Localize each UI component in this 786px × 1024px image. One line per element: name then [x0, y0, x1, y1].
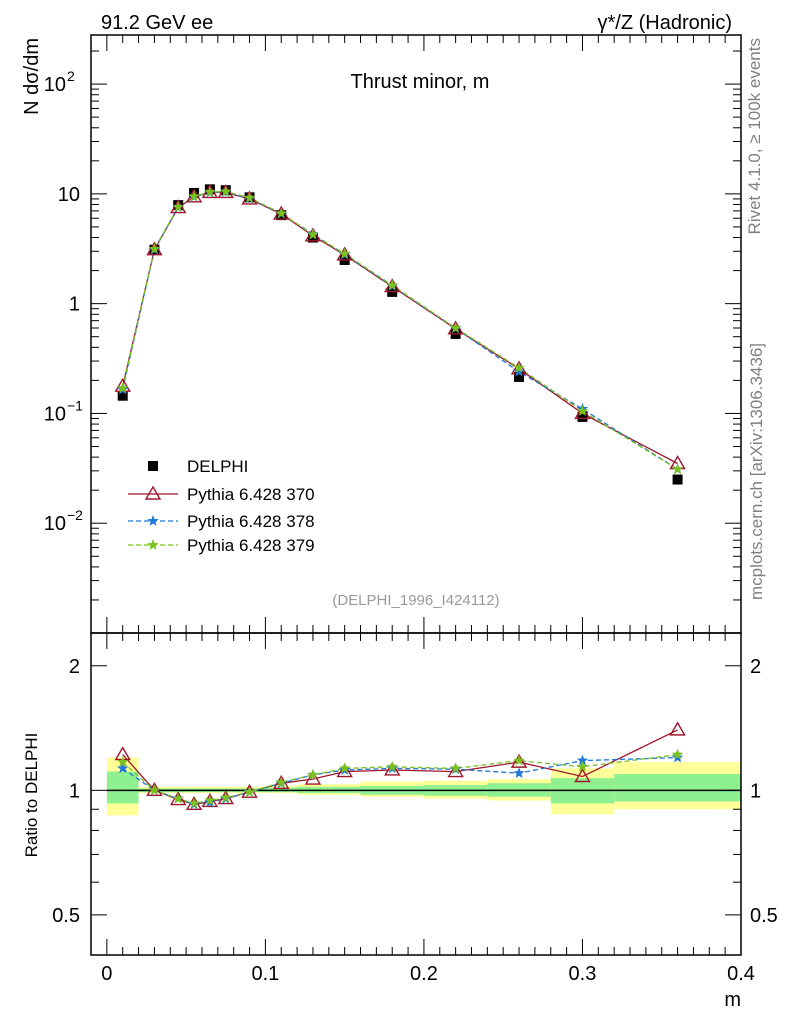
ratio-series-point-2: [204, 794, 216, 806]
main-series-point-0: [514, 371, 525, 382]
main-series-point-1: [574, 405, 591, 420]
main-series-point-3: [449, 322, 462, 333]
ratio-series-point-1: [576, 754, 589, 766]
main-series-point-3: [671, 463, 684, 475]
ratio-series-point-2: [188, 797, 200, 809]
main-series-point-3: [307, 228, 319, 240]
x-tick-label: 0.2: [410, 963, 438, 985]
main-series-point-0: [577, 411, 588, 422]
header-process-label: γ*/Z (Hadronic): [598, 12, 732, 34]
ratio-series-point-2: [386, 760, 398, 772]
ratio-series-point-2: [307, 768, 319, 780]
main-series-point-3: [275, 207, 287, 219]
ratio-series-point-0: [169, 791, 187, 806]
x-axis-label: m: [724, 989, 741, 1011]
y-tick-label: 10: [44, 74, 66, 96]
legend-label: Pythia 6.428 370: [187, 485, 315, 504]
main-series-point-3: [204, 186, 216, 197]
legend-marker: [144, 485, 162, 500]
y-tick-label: 10: [44, 513, 66, 535]
ratio-y-tick-label-right: 2: [750, 656, 761, 678]
ratio-series-point-0: [447, 763, 464, 778]
main-series-point-1: [304, 227, 322, 242]
ratio-plot-frame: [90, 632, 742, 956]
main-series-point-3: [220, 185, 232, 197]
ratio-series-point-2: [338, 762, 351, 774]
ratio-series-point-2: [220, 791, 232, 803]
uncertainty-band-inner: [614, 774, 741, 802]
ratio-series-point-0: [669, 721, 686, 736]
ratio-series-point-0: [384, 761, 401, 776]
ratio-series-point-1: [513, 767, 525, 779]
header-energy-label: 91.2 GeV ee: [101, 12, 213, 34]
ratio-series-point-0: [336, 763, 353, 778]
ratio-series-point-0: [201, 793, 219, 808]
y-tick-exponent: −1: [67, 397, 83, 413]
main-series-point-2: [513, 365, 525, 377]
y-tick-exponent: −2: [67, 507, 83, 523]
y-axis-label: N dσ/dm: [21, 38, 43, 115]
main-series-point-3: [338, 247, 351, 259]
main-series-point-0: [117, 390, 128, 401]
ratio-y-tick-label: 1: [69, 780, 80, 802]
main-series-point-0: [307, 232, 318, 243]
y-tick-label: 10: [44, 403, 66, 425]
legend-marker: [147, 539, 159, 550]
main-series-point-3: [172, 200, 184, 212]
main-series-point-3: [188, 190, 200, 202]
legend-label: Pythia 6.428 379: [187, 536, 315, 555]
ratio-series-point-2: [513, 754, 525, 766]
mcplots-label: mcplots.cern.ch [arXiv:1306.3436]: [747, 343, 766, 600]
ratio-y-tick-label: 0.5: [52, 905, 80, 927]
rivet-version-label: Rivet 4.1.0, ≥ 100k events: [745, 38, 764, 234]
main-series-point-3: [117, 382, 129, 393]
ratio-series-point-2: [117, 756, 129, 767]
ratio-series-point-2: [148, 784, 161, 796]
y-tick-exponent: 2: [67, 68, 75, 84]
reference-label: (DELPHI_1996_I424112): [332, 592, 499, 609]
main-series-point-3: [576, 405, 589, 416]
x-tick-label: 0: [101, 963, 112, 985]
ratio-series-point-2: [172, 792, 184, 804]
ratio-y-tick-label-right: 0.5: [750, 905, 778, 927]
legend-label: DELPHI: [187, 457, 248, 476]
ratio-y-tick-label: 2: [69, 656, 80, 678]
legend-label: Pythia 6.428 378: [187, 512, 315, 531]
ratio-series-point-2: [671, 748, 684, 760]
legend-marker: [147, 515, 159, 526]
ratio-series-point-2: [243, 786, 256, 797]
ratio-series-point-2: [576, 760, 589, 772]
x-tick-label: 0.4: [727, 963, 755, 985]
ratio-series-point-2: [449, 762, 462, 774]
main-series-point-3: [386, 279, 398, 291]
y-tick-label: 1: [69, 294, 80, 316]
y-tick-label: 10: [58, 184, 80, 206]
main-series-line-1: [122, 191, 678, 465]
plot-title: Thrust minor, m: [351, 71, 490, 93]
main-series-line-3: [122, 190, 678, 470]
main-series-point-3: [148, 242, 161, 254]
ratio-y-axis-label: Ratio to DELPHI: [22, 733, 41, 858]
ratio-series-point-0: [304, 770, 322, 785]
uncertainty-band-inner: [106, 771, 139, 804]
ratio-series-point-1: [117, 762, 129, 774]
x-tick-label: 0.3: [569, 963, 597, 985]
main-series-point-0: [672, 474, 683, 485]
main-series-line-2: [122, 191, 678, 470]
ratio-series-point-0: [574, 768, 591, 783]
ratio-y-tick-label-right: 1: [750, 780, 761, 802]
main-series-point-3: [243, 191, 256, 203]
ratio-series-point-2: [275, 776, 287, 788]
x-tick-label: 0.1: [251, 963, 279, 985]
main-series-point-3: [513, 361, 525, 373]
ratio-series-point-0: [510, 753, 528, 768]
legend-marker: [148, 461, 158, 471]
